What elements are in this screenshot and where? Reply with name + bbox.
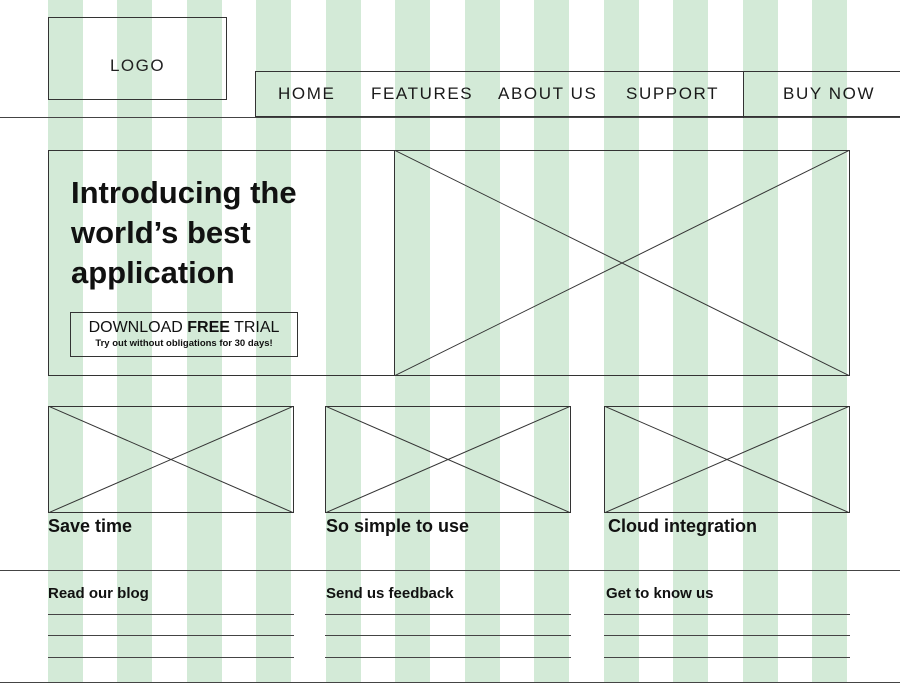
logo[interactable]: LOGO bbox=[48, 17, 227, 100]
footer-placeholder-line bbox=[604, 614, 850, 615]
feature-image-placeholder-icon bbox=[604, 406, 850, 513]
header-divider bbox=[0, 117, 900, 118]
nav-about-us[interactable]: ABOUT US bbox=[498, 84, 598, 103]
footer-link-blog[interactable]: Read our blog bbox=[48, 585, 149, 602]
footer-placeholder-line bbox=[48, 635, 294, 636]
feature-image-placeholder-icon bbox=[325, 406, 571, 513]
footer-placeholder-line bbox=[325, 657, 571, 658]
footer-placeholder-line bbox=[604, 657, 850, 658]
nav-support[interactable]: SUPPORT bbox=[626, 84, 720, 103]
feature-title-save-time: Save time bbox=[48, 516, 133, 536]
nav-features[interactable]: FEATURES bbox=[371, 84, 474, 103]
download-button-emphasis: FREE bbox=[187, 319, 230, 336]
footer-placeholder-line bbox=[325, 614, 571, 615]
feature-image-placeholder-icon bbox=[48, 406, 294, 513]
hero-title: Introducing the world’s best application bbox=[71, 175, 297, 290]
feature-title-cloud: Cloud integration bbox=[608, 516, 757, 536]
logo-text: LOGO bbox=[109, 56, 166, 75]
footer-divider bbox=[0, 570, 900, 571]
download-button-subtitle: Try out without obligations for 30 days! bbox=[95, 338, 273, 349]
hero-section: Introducing the world’s best application… bbox=[48, 150, 850, 376]
buy-now-button[interactable]: BUY NOW bbox=[783, 84, 876, 103]
nav-divider bbox=[743, 72, 744, 118]
nav-home[interactable]: HOME bbox=[278, 84, 336, 103]
download-free-trial-button[interactable]: DOWNLOAD FREE TRIAL Try out without obli… bbox=[70, 312, 298, 357]
footer-placeholder-line bbox=[604, 635, 850, 636]
footer-link-feedback[interactable]: Send us feedback bbox=[326, 585, 454, 602]
footer-placeholder-line bbox=[325, 635, 571, 636]
download-button-label: DOWNLOAD FREE TRIAL bbox=[88, 319, 280, 336]
main-nav: HOME FEATURES ABOUT US SUPPORT BUY NOW bbox=[255, 71, 900, 118]
footer-placeholder-line bbox=[48, 657, 294, 658]
footer-link-about[interactable]: Get to know us bbox=[606, 585, 714, 602]
hero-image-placeholder-icon bbox=[394, 150, 850, 376]
footer-placeholder-line bbox=[48, 614, 294, 615]
feature-title-simple: So simple to use bbox=[326, 516, 470, 536]
